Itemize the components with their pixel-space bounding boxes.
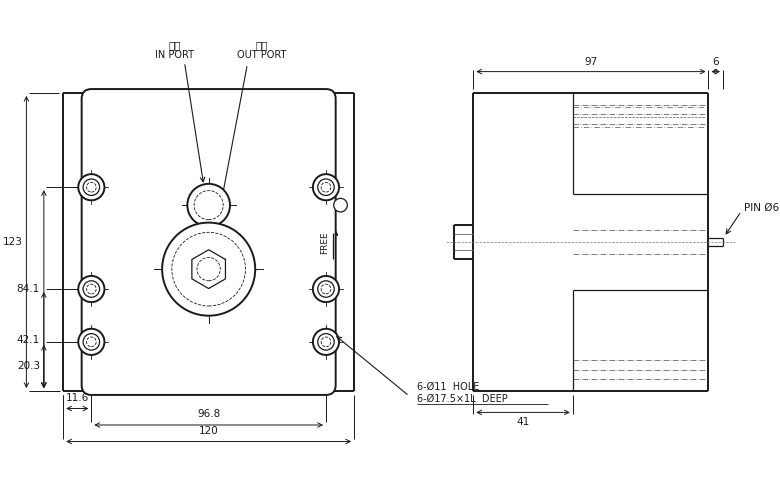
Circle shape [317, 179, 334, 196]
Text: 96.8: 96.8 [197, 409, 220, 419]
Circle shape [78, 174, 105, 200]
Text: 6-Ø11  HOLE: 6-Ø11 HOLE [417, 381, 480, 391]
Circle shape [321, 182, 331, 192]
Circle shape [87, 284, 96, 294]
Circle shape [83, 179, 100, 196]
Circle shape [83, 333, 100, 350]
Text: 20.3: 20.3 [17, 362, 40, 371]
Text: PIN Ø6: PIN Ø6 [744, 203, 779, 213]
FancyBboxPatch shape [82, 89, 335, 395]
Circle shape [78, 329, 105, 355]
Text: 120: 120 [199, 425, 218, 436]
Circle shape [172, 232, 246, 306]
Circle shape [83, 281, 100, 297]
Circle shape [162, 223, 255, 316]
Circle shape [87, 182, 96, 192]
Text: 6: 6 [712, 57, 719, 67]
Text: 出口: 出口 [256, 40, 268, 50]
Text: IN PORT: IN PORT [155, 50, 194, 60]
Circle shape [87, 337, 96, 347]
Circle shape [187, 184, 230, 227]
Text: OUT PORT: OUT PORT [237, 50, 287, 60]
Text: 41: 41 [516, 417, 530, 427]
Text: 42.1: 42.1 [16, 335, 40, 345]
Text: 84.1: 84.1 [16, 284, 40, 294]
Circle shape [313, 329, 339, 355]
Circle shape [194, 191, 223, 220]
Circle shape [321, 337, 331, 347]
Text: 入口: 入口 [168, 40, 181, 50]
Text: 6-Ø17.5×1L  DEEP: 6-Ø17.5×1L DEEP [417, 394, 508, 404]
Circle shape [317, 333, 334, 350]
Polygon shape [328, 226, 338, 235]
Circle shape [313, 174, 339, 200]
Text: 123: 123 [2, 237, 23, 247]
Circle shape [317, 281, 334, 297]
Text: FREE: FREE [320, 231, 329, 254]
Text: 11.6: 11.6 [66, 393, 89, 403]
Circle shape [313, 276, 339, 302]
Text: 97: 97 [584, 57, 597, 67]
Circle shape [78, 276, 105, 302]
Circle shape [321, 284, 331, 294]
Circle shape [197, 257, 220, 281]
Circle shape [334, 198, 347, 212]
